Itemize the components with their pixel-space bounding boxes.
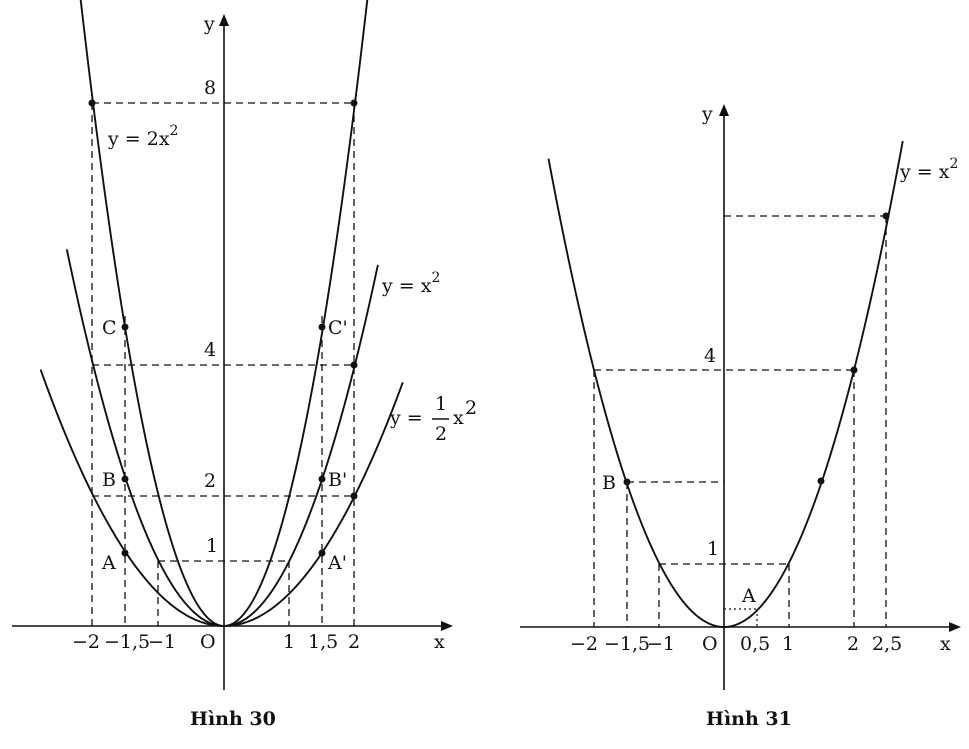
fig30-dot-2-8 — [350, 99, 358, 107]
fig30-label-c: C — [102, 317, 117, 339]
fig30-point-c-prime — [318, 323, 326, 331]
fig30-point-a — [121, 549, 129, 557]
fig31-y-label: y — [701, 103, 713, 125]
fig31-origin-label: O — [702, 633, 718, 655]
fig30-label-a: A — [101, 552, 116, 574]
fig30-label-c-prime: C' — [328, 317, 348, 339]
fig30-xtick-m2: −2 — [72, 631, 100, 653]
svg-text:x: x — [453, 407, 464, 429]
fig31-xtick-05: 0,5 — [740, 633, 770, 655]
figure-31: x y O −2 −1,5 −1 0,5 1 2 2,5 1 4 y = x2 … — [520, 103, 961, 730]
fig30-xtick-15: 1,5 — [308, 631, 338, 653]
fig30-dot-2-4 — [350, 361, 358, 369]
figure-30: x y O −2 −1,5 −1 1 1,5 2 1 2 4 8 y = 2x2… — [12, 0, 477, 730]
fig30-caption: Hình 30 — [190, 708, 276, 730]
fig30-xtick-m1: −1 — [148, 631, 176, 653]
fig31-dot-2 — [850, 366, 858, 374]
fig30-xtick-2: 2 — [348, 631, 360, 653]
fig31-label-b: B — [602, 472, 616, 494]
fig30-label-x2: y = x2 — [381, 270, 440, 297]
svg-text:y =: y = — [389, 407, 423, 429]
fig31-curve-x2 — [547, 140, 904, 628]
fig31-label-x2: y = x2 — [899, 156, 958, 183]
fig31-x-arrow-icon — [949, 622, 961, 632]
fig30-x-label: x — [434, 631, 445, 653]
fig30-xtick-m15: −1,5 — [104, 631, 150, 653]
fig31-xtick-25: 2,5 — [872, 633, 902, 655]
fig31-xtick-m15: −1,5 — [604, 633, 650, 655]
fig30-curve-half-x2 — [39, 369, 404, 627]
fig30-point-b-prime — [318, 475, 326, 483]
fig30-dot-m2-8 — [88, 99, 96, 107]
fig31-caption: Hình 31 — [706, 708, 792, 730]
fig30-point-a-prime — [318, 549, 326, 557]
fig30-x-arrow-icon — [441, 621, 453, 631]
fig31-xtick-2: 2 — [847, 633, 859, 655]
fig30-origin-label: O — [200, 631, 216, 653]
fig30-label-half-x2: y = 1 2 x 2 — [389, 393, 477, 445]
fig30-label-b: B — [102, 469, 116, 491]
fig30-dot-2-2 — [350, 492, 358, 500]
svg-text:2: 2 — [465, 397, 477, 419]
fig31-x-label: x — [940, 633, 951, 655]
fig30-ytick-1: 1 — [206, 535, 218, 557]
fig31-dot-15 — [817, 477, 825, 485]
fig31-xtick-1: 1 — [782, 633, 794, 655]
fig31-ytick-1: 1 — [707, 538, 719, 560]
fig30-y-arrow-icon — [219, 14, 229, 26]
fig30-y-label: y — [203, 13, 215, 35]
svg-text:2: 2 — [435, 423, 447, 445]
fig30-xtick-1: 1 — [283, 631, 295, 653]
fig30-ytick-2: 2 — [204, 470, 216, 492]
svg-text:1: 1 — [435, 393, 447, 415]
fig30-ytick-4: 4 — [204, 339, 216, 361]
fig30-label-2x2: y = 2x2 — [107, 123, 178, 150]
fig31-point-b — [623, 478, 631, 486]
fig31-dot-25 — [882, 212, 890, 220]
fig30-label-b-prime: B' — [328, 469, 347, 491]
fig31-ytick-4: 4 — [704, 345, 716, 367]
fig31-xtick-m2: −2 — [570, 633, 598, 655]
fig31-label-a: A — [741, 585, 756, 607]
fig30-point-c — [121, 323, 129, 331]
fig30-label-a-prime: A' — [327, 552, 347, 574]
fig30-point-b — [121, 475, 129, 483]
fig31-y-arrow-icon — [719, 104, 729, 116]
fig31-xtick-m1: −1 — [647, 633, 675, 655]
fig30-ytick-8: 8 — [204, 77, 216, 99]
